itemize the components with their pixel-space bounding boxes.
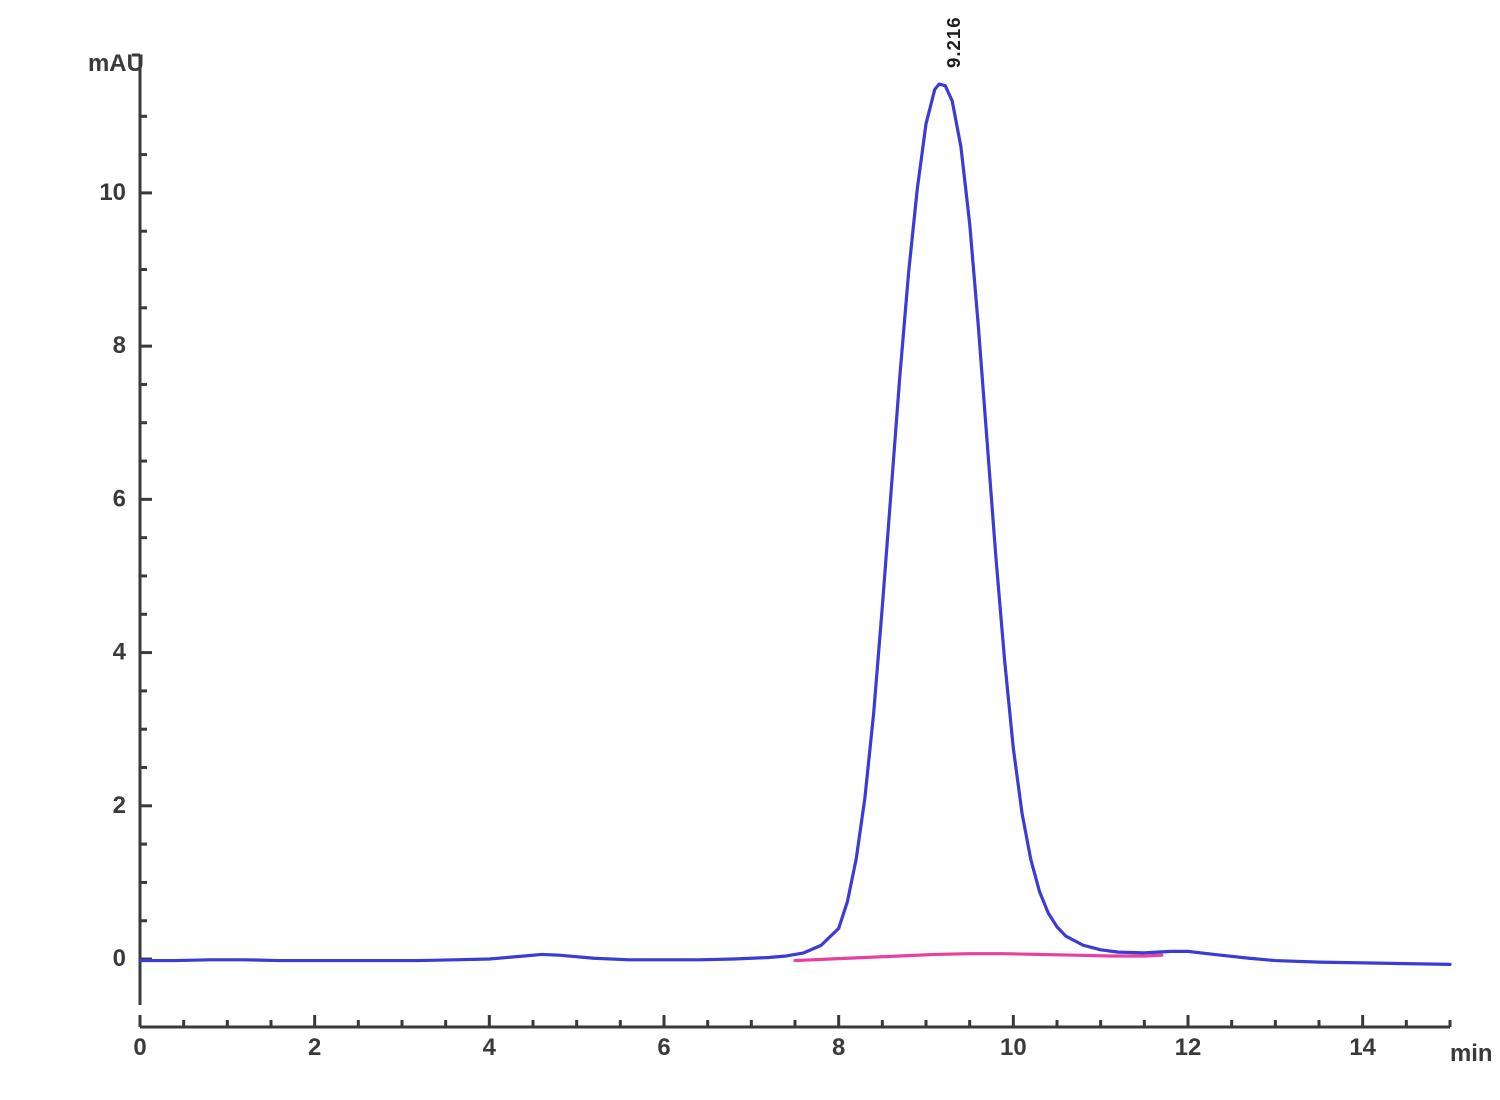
svg-text:6: 6: [657, 1034, 670, 1061]
svg-text:8: 8: [113, 332, 126, 359]
svg-text:2: 2: [113, 792, 126, 819]
svg-text:10: 10: [99, 179, 126, 206]
x-axis-unit-label: min: [1450, 1040, 1493, 1068]
svg-text:0: 0: [113, 945, 126, 972]
svg-text:6: 6: [113, 485, 126, 512]
chromatogram-chart: 0 2 4 6 8 10 12 14 0 2 4 6 8 10 mAU min 9.216: [0, 0, 1500, 1100]
svg-text:10: 10: [1000, 1034, 1027, 1061]
peak-label: 9.216: [943, 17, 965, 69]
y-axis-unit-label: mAU: [88, 50, 144, 78]
svg-text:0: 0: [133, 1034, 146, 1061]
svg-text:12: 12: [1175, 1034, 1202, 1061]
chart-svg: 0 2 4 6 8 10 12 14 0 2 4 6 8 10: [0, 0, 1500, 1100]
svg-text:4: 4: [483, 1034, 497, 1061]
svg-text:14: 14: [1349, 1034, 1376, 1061]
svg-text:2: 2: [308, 1034, 321, 1061]
svg-text:8: 8: [832, 1034, 845, 1061]
svg-text:4: 4: [113, 639, 127, 666]
